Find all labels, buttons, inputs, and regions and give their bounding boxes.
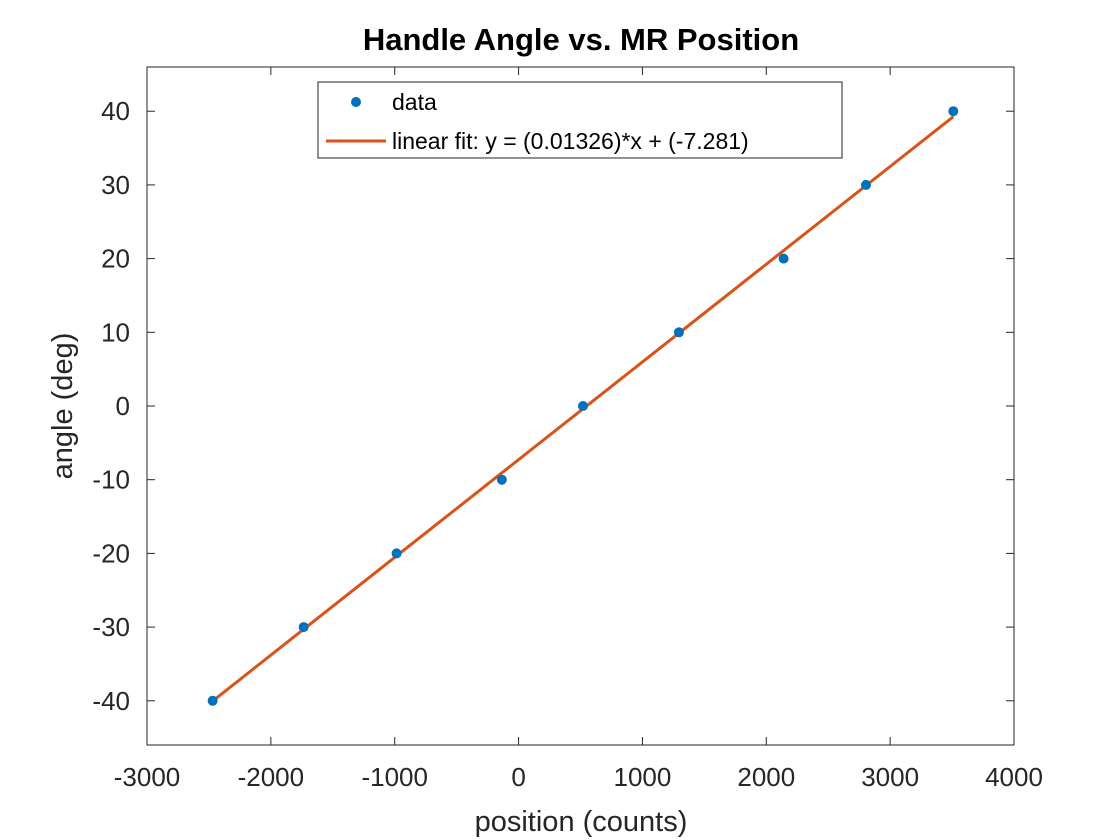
y-tick-label: 0 [116,391,130,421]
y-tick-label: 30 [101,170,130,200]
y-tick-label: 20 [101,244,130,274]
legend-label-data: data [392,89,437,115]
x-axis-tick-labels: -3000 -2000 -1000 0 1000 2000 3000 4000 [114,762,1043,792]
x-tick-label: 3000 [861,762,919,792]
data-point [207,695,218,706]
data-point [673,327,684,338]
data-point [778,253,789,264]
y-tick-label: -30 [92,612,130,642]
y-axis-ticks [147,110,1014,702]
y-axis-tick-labels: -40 -30 -20 -10 0 10 20 30 40 [92,96,130,716]
y-tick-label: 40 [101,96,130,126]
y-tick-label: -40 [92,686,130,716]
y-tick-label: -10 [92,465,130,495]
data-point [577,401,588,411]
axes-box [146,66,1015,746]
data-point [948,106,959,117]
data-point [298,622,309,633]
y-axis-label: angle (deg) [47,333,79,480]
x-tick-label: 4000 [985,762,1043,792]
y-tick-label: 10 [101,317,130,347]
x-tick-label: 2000 [737,762,795,792]
chart-title: Handle Angle vs. MR Position [363,22,799,57]
x-tick-label: -1000 [361,762,428,792]
x-tick-label: -3000 [114,762,181,792]
legend-box [317,81,843,159]
data-point [391,548,402,559]
x-tick-label: 1000 [614,762,672,792]
legend-label-fit: linear fit: y = (0.01326)*x + (-7.281) [392,128,749,154]
legend: data linear fit: y = (0.01326)*x + (-7.2… [317,81,843,159]
y-tick-label: -20 [92,538,130,568]
data-point [496,474,507,485]
data-point [860,179,871,190]
series-layer [207,106,959,706]
x-tick-label: 0 [511,762,525,792]
x-axis-label: position (counts) [475,806,688,838]
x-tick-label: -2000 [238,762,305,792]
legend-marker-data [351,97,361,107]
